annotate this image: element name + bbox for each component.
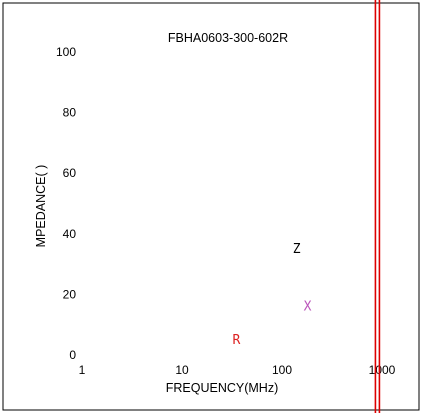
y-tick-label: 40 xyxy=(63,227,77,241)
y-tick-label: 100 xyxy=(56,45,76,59)
y-tick-label: 60 xyxy=(63,166,77,180)
x-tick-label: 1000 xyxy=(369,363,396,377)
y-axis-ticks: 0 20 40 60 80 100 xyxy=(56,45,76,362)
series-label-x: X xyxy=(304,300,312,315)
marker-layer xyxy=(374,0,381,413)
y-axis-label: MPEDANCE( ) xyxy=(34,165,48,248)
y-tick-label: 20 xyxy=(63,287,77,301)
x-tick-label: 1 xyxy=(79,363,86,377)
x-tick-label: 100 xyxy=(272,363,292,377)
series-label-r: R xyxy=(232,333,240,348)
y-tick-label: 0 xyxy=(69,348,76,362)
series-layer: Z X R xyxy=(232,242,311,348)
x-tick-label: 10 xyxy=(175,363,189,377)
chart-title: FBHA0603-300-602R xyxy=(168,31,288,45)
x-axis-label: FREQUENCY(MHz) xyxy=(166,381,279,395)
y-tick-label: 80 xyxy=(63,106,77,120)
series-label-z: Z xyxy=(293,242,301,257)
plot-frame xyxy=(2,2,420,411)
